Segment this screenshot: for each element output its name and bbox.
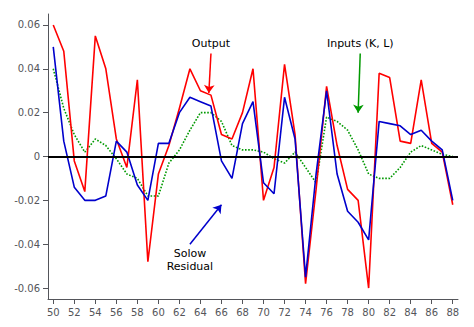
svg-text:72: 72 [278,307,291,318]
svg-text:50: 50 [47,307,60,318]
svg-text:58: 58 [131,307,144,318]
svg-text:0.02: 0.02 [18,107,40,118]
svg-text:74: 74 [299,307,312,318]
svg-text:54: 54 [89,307,102,318]
svg-text:60: 60 [152,307,165,318]
svg-text:-0.02: -0.02 [14,195,40,206]
svg-text:76: 76 [320,307,333,318]
svg-text:78: 78 [341,307,354,318]
svg-text:88: 88 [446,307,459,318]
svg-text:66: 66 [215,307,228,318]
svg-text:52: 52 [68,307,81,318]
svg-text:Residual: Residual [167,260,213,273]
svg-text:84: 84 [404,307,417,318]
svg-text:0.04: 0.04 [18,63,40,74]
svg-text:56: 56 [110,307,123,318]
svg-text:64: 64 [194,307,207,318]
svg-text:0.06: 0.06 [18,19,40,30]
svg-text:Inputs (K, L): Inputs (K, L) [327,37,394,50]
svg-text:-0.04: -0.04 [14,239,40,250]
svg-text:62: 62 [173,307,186,318]
svg-text:Solow: Solow [174,247,207,260]
svg-text:68: 68 [236,307,249,318]
svg-text:82: 82 [383,307,396,318]
svg-text:Output: Output [192,37,231,50]
svg-text:-0.06: -0.06 [14,283,40,294]
svg-text:0: 0 [34,151,40,162]
svg-text:80: 80 [362,307,375,318]
svg-text:86: 86 [425,307,438,318]
svg-text:70: 70 [257,307,270,318]
